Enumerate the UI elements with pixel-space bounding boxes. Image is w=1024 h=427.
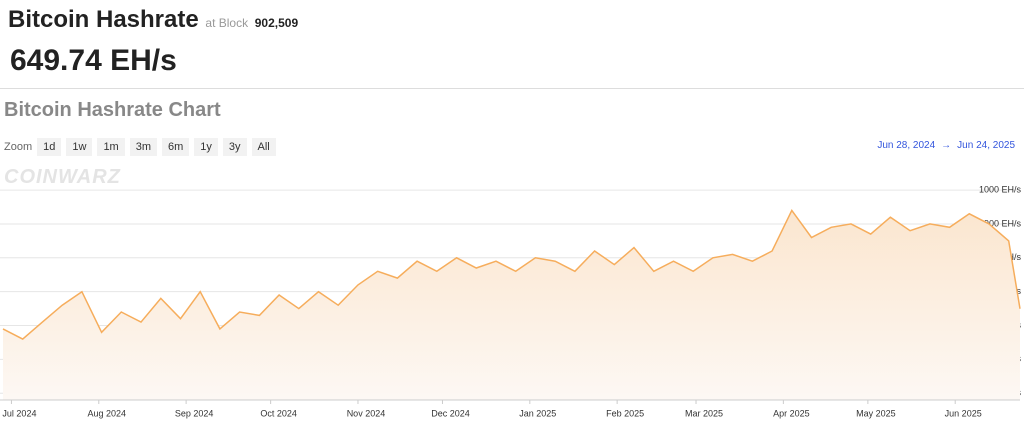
line: [2, 208, 1021, 340]
date-range: Jun 28, 2024 → Jun 24, 2025: [874, 140, 1018, 151]
watermark: COINWARZ: [4, 166, 121, 188]
zoom-button[interactable]: 1y: [194, 138, 218, 156]
x-tick-label: Dec 2024: [431, 408, 470, 418]
zoom-button[interactable]: 3m: [129, 138, 157, 156]
x-tick-label: Jul 2024: [2, 408, 36, 418]
y-tick-label: 900 EH/s: [984, 218, 1022, 228]
range-to[interactable]: Jun 24, 2025: [957, 140, 1015, 151]
x-tick-label: Mar 2025: [685, 408, 723, 418]
zoom-button[interactable]: 1m: [97, 138, 125, 156]
zoom-button[interactable]: 1w: [66, 138, 93, 156]
hashrate: 649.74 EH/s: [10, 44, 177, 77]
zoom-button[interactable]: 6m: [162, 138, 190, 156]
range-from[interactable]: Jun 28, 2024: [877, 140, 936, 151]
zoom-button[interactable]: All: [251, 138, 276, 156]
x-tick-label: Jan 2025: [519, 408, 556, 418]
x-tick-label: Nov 2024: [347, 408, 386, 418]
zoom-button[interactable]: 1d: [37, 138, 62, 156]
zoom-bar: Zoom 1d 1w 1m 3m 6m 1y 3y All: [4, 138, 276, 156]
x-tick-label: Sep 2024: [175, 408, 214, 418]
x-tick-label: Jun 2025: [945, 408, 982, 418]
x-tick-label: Oct 2024: [260, 408, 297, 418]
at-label: at Block: [205, 16, 249, 30]
block: 902,509: [254, 16, 299, 30]
separator: [0, 88, 1024, 89]
range-arrow: →: [941, 140, 952, 151]
zoom-label: Zoom: [4, 141, 33, 153]
y-tick-label: 1000 EH/s: [979, 184, 1022, 194]
zoom-button[interactable]: 3y: [222, 138, 247, 156]
x-tick-label: May 2025: [856, 408, 896, 418]
x-tick-label: Apr 2025: [773, 408, 810, 418]
x-tick-label: Feb 2025: [606, 408, 644, 418]
title: Bitcoin Hashrate: [8, 6, 199, 33]
chart-title: Bitcoin Hashrate Chart: [4, 99, 221, 121]
page-title: Bitcoin Hashrate at Block 902,509: [8, 6, 298, 34]
x-tick-label: Aug 2024: [88, 408, 127, 418]
area: [3, 210, 1020, 400]
